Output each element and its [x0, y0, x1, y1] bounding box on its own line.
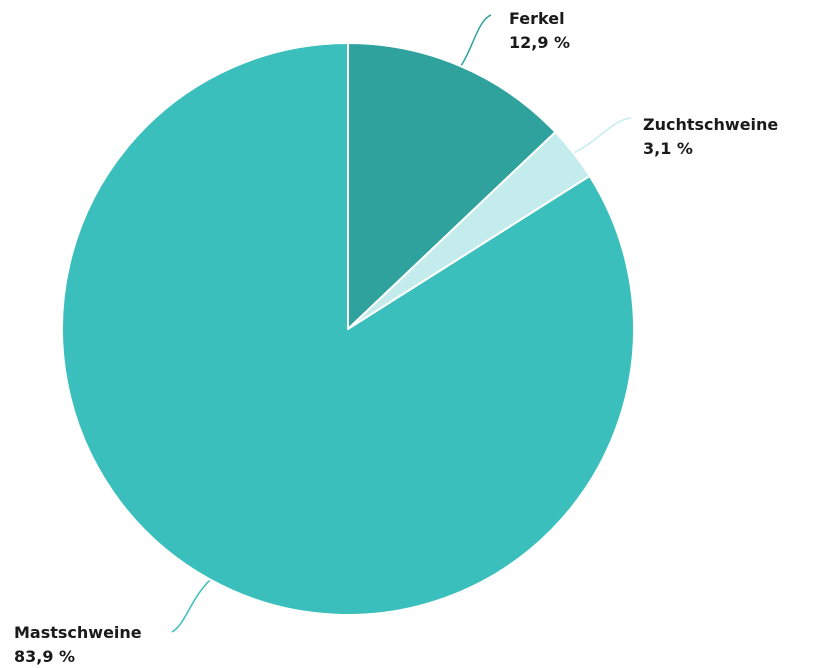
- slice-label-zuchtschweine: Zuchtschweine 3,1 %: [643, 115, 778, 158]
- slice-name-ferkel: Ferkel: [509, 9, 565, 28]
- leader-line-mastschweine: [171, 579, 211, 633]
- slice-labels: Ferkel 12,9 % Zuchtschweine 3,1 % Mastschwei…: [14, 9, 778, 666]
- slice-value-ferkel: 12,9 %: [509, 33, 570, 52]
- pie-slice-mastschweine: [61, 42, 635, 616]
- pie-slice-ferkel: [347, 42, 557, 330]
- leader-line-ferkel: [460, 14, 492, 66]
- pie-slices: [61, 42, 635, 616]
- leader-lines: [171, 14, 632, 633]
- slice-value-zuchtschweine: 3,1 %: [643, 139, 693, 158]
- slice-name-zuchtschweine: Zuchtschweine: [643, 115, 778, 134]
- slice-label-mastschweine: Mastschweine 83,9 %: [14, 623, 142, 666]
- slice-value-mastschweine: 83,9 %: [14, 647, 75, 666]
- leader-line-zuchtschweine: [574, 117, 632, 154]
- slice-name-mastschweine: Mastschweine: [14, 623, 142, 642]
- slice-label-ferkel: Ferkel 12,9 %: [509, 9, 570, 52]
